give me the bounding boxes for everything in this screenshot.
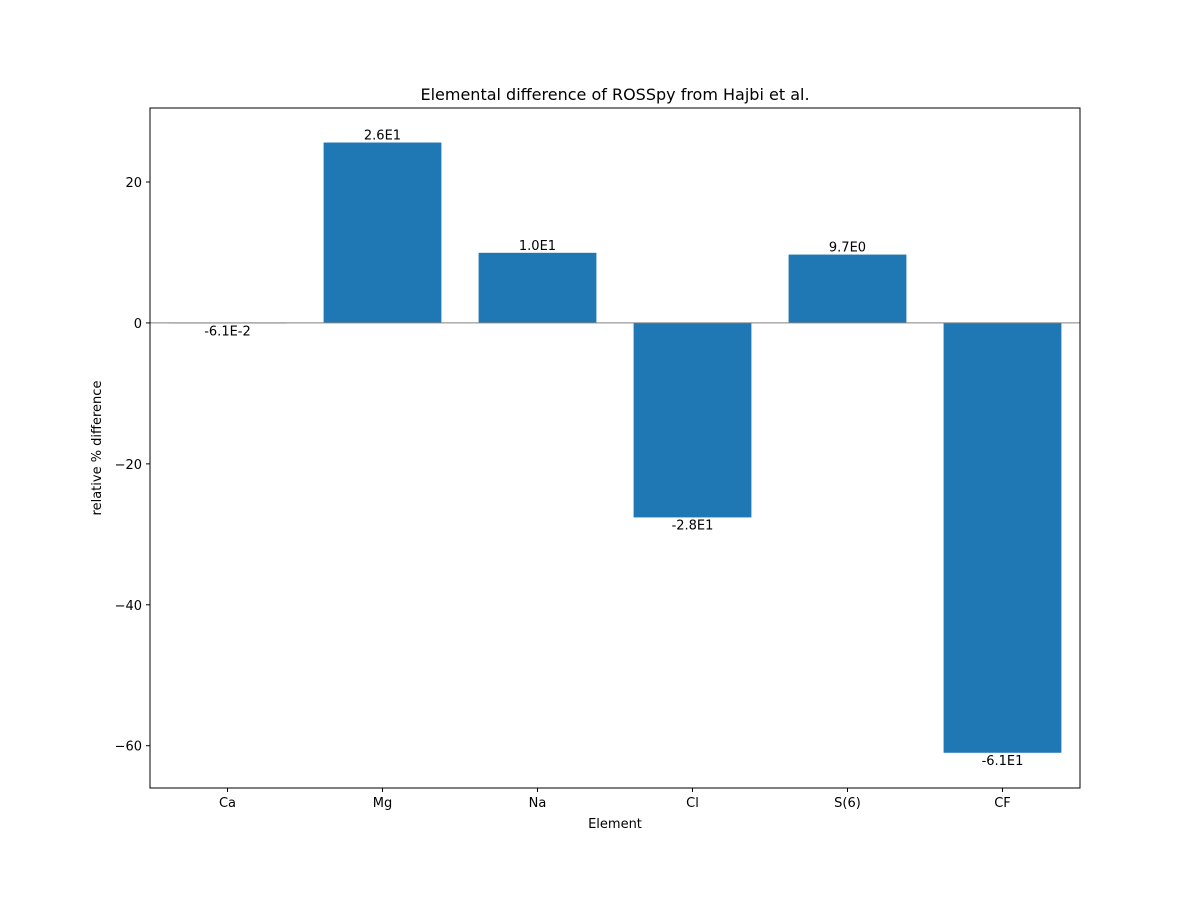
bar-cl [633, 322, 752, 518]
x-tick-label: S(6) [834, 796, 861, 811]
chart-title: Elemental difference of ROSSpy from Hajb… [420, 85, 809, 104]
x-axis-label: Element [588, 817, 642, 832]
data-label: 2.6E1 [364, 129, 401, 144]
x-tick-label: Na [529, 796, 547, 811]
data-label: 1.0E1 [519, 239, 556, 254]
data-label: -2.8E1 [672, 518, 714, 533]
y-tick-label: −20 [115, 458, 142, 473]
bar-cf [943, 322, 1062, 753]
y-axis-label: relative % difference [90, 381, 105, 516]
bar-mg [323, 142, 442, 323]
x-tick-label: Ca [219, 796, 236, 811]
data-labels-group: -6.1E-2 2.6E1 1.0E1 -2.8E1 9.7E0 -6.1E1 [204, 129, 1023, 769]
x-tick-label: Cl [686, 796, 699, 811]
bar-s6 [788, 254, 907, 323]
x-tick-label: CF [994, 796, 1011, 811]
x-tick-label: Mg [373, 796, 392, 811]
bars-group [168, 142, 1062, 753]
y-tick-label: −40 [115, 599, 142, 614]
x-axis: Ca Mg Na Cl S(6) CF [219, 788, 1011, 811]
y-tick-label: 20 [125, 176, 142, 191]
y-tick-label: −60 [115, 740, 142, 755]
data-label: -6.1E-2 [204, 324, 251, 339]
plot-frame [149, 107, 1081, 789]
data-label: 9.7E0 [829, 241, 866, 256]
y-tick-label: 0 [134, 317, 142, 332]
bar-na [478, 252, 597, 323]
data-label: -6.1E1 [982, 754, 1024, 769]
y-axis: −60 −40 −20 0 20 [115, 176, 150, 755]
